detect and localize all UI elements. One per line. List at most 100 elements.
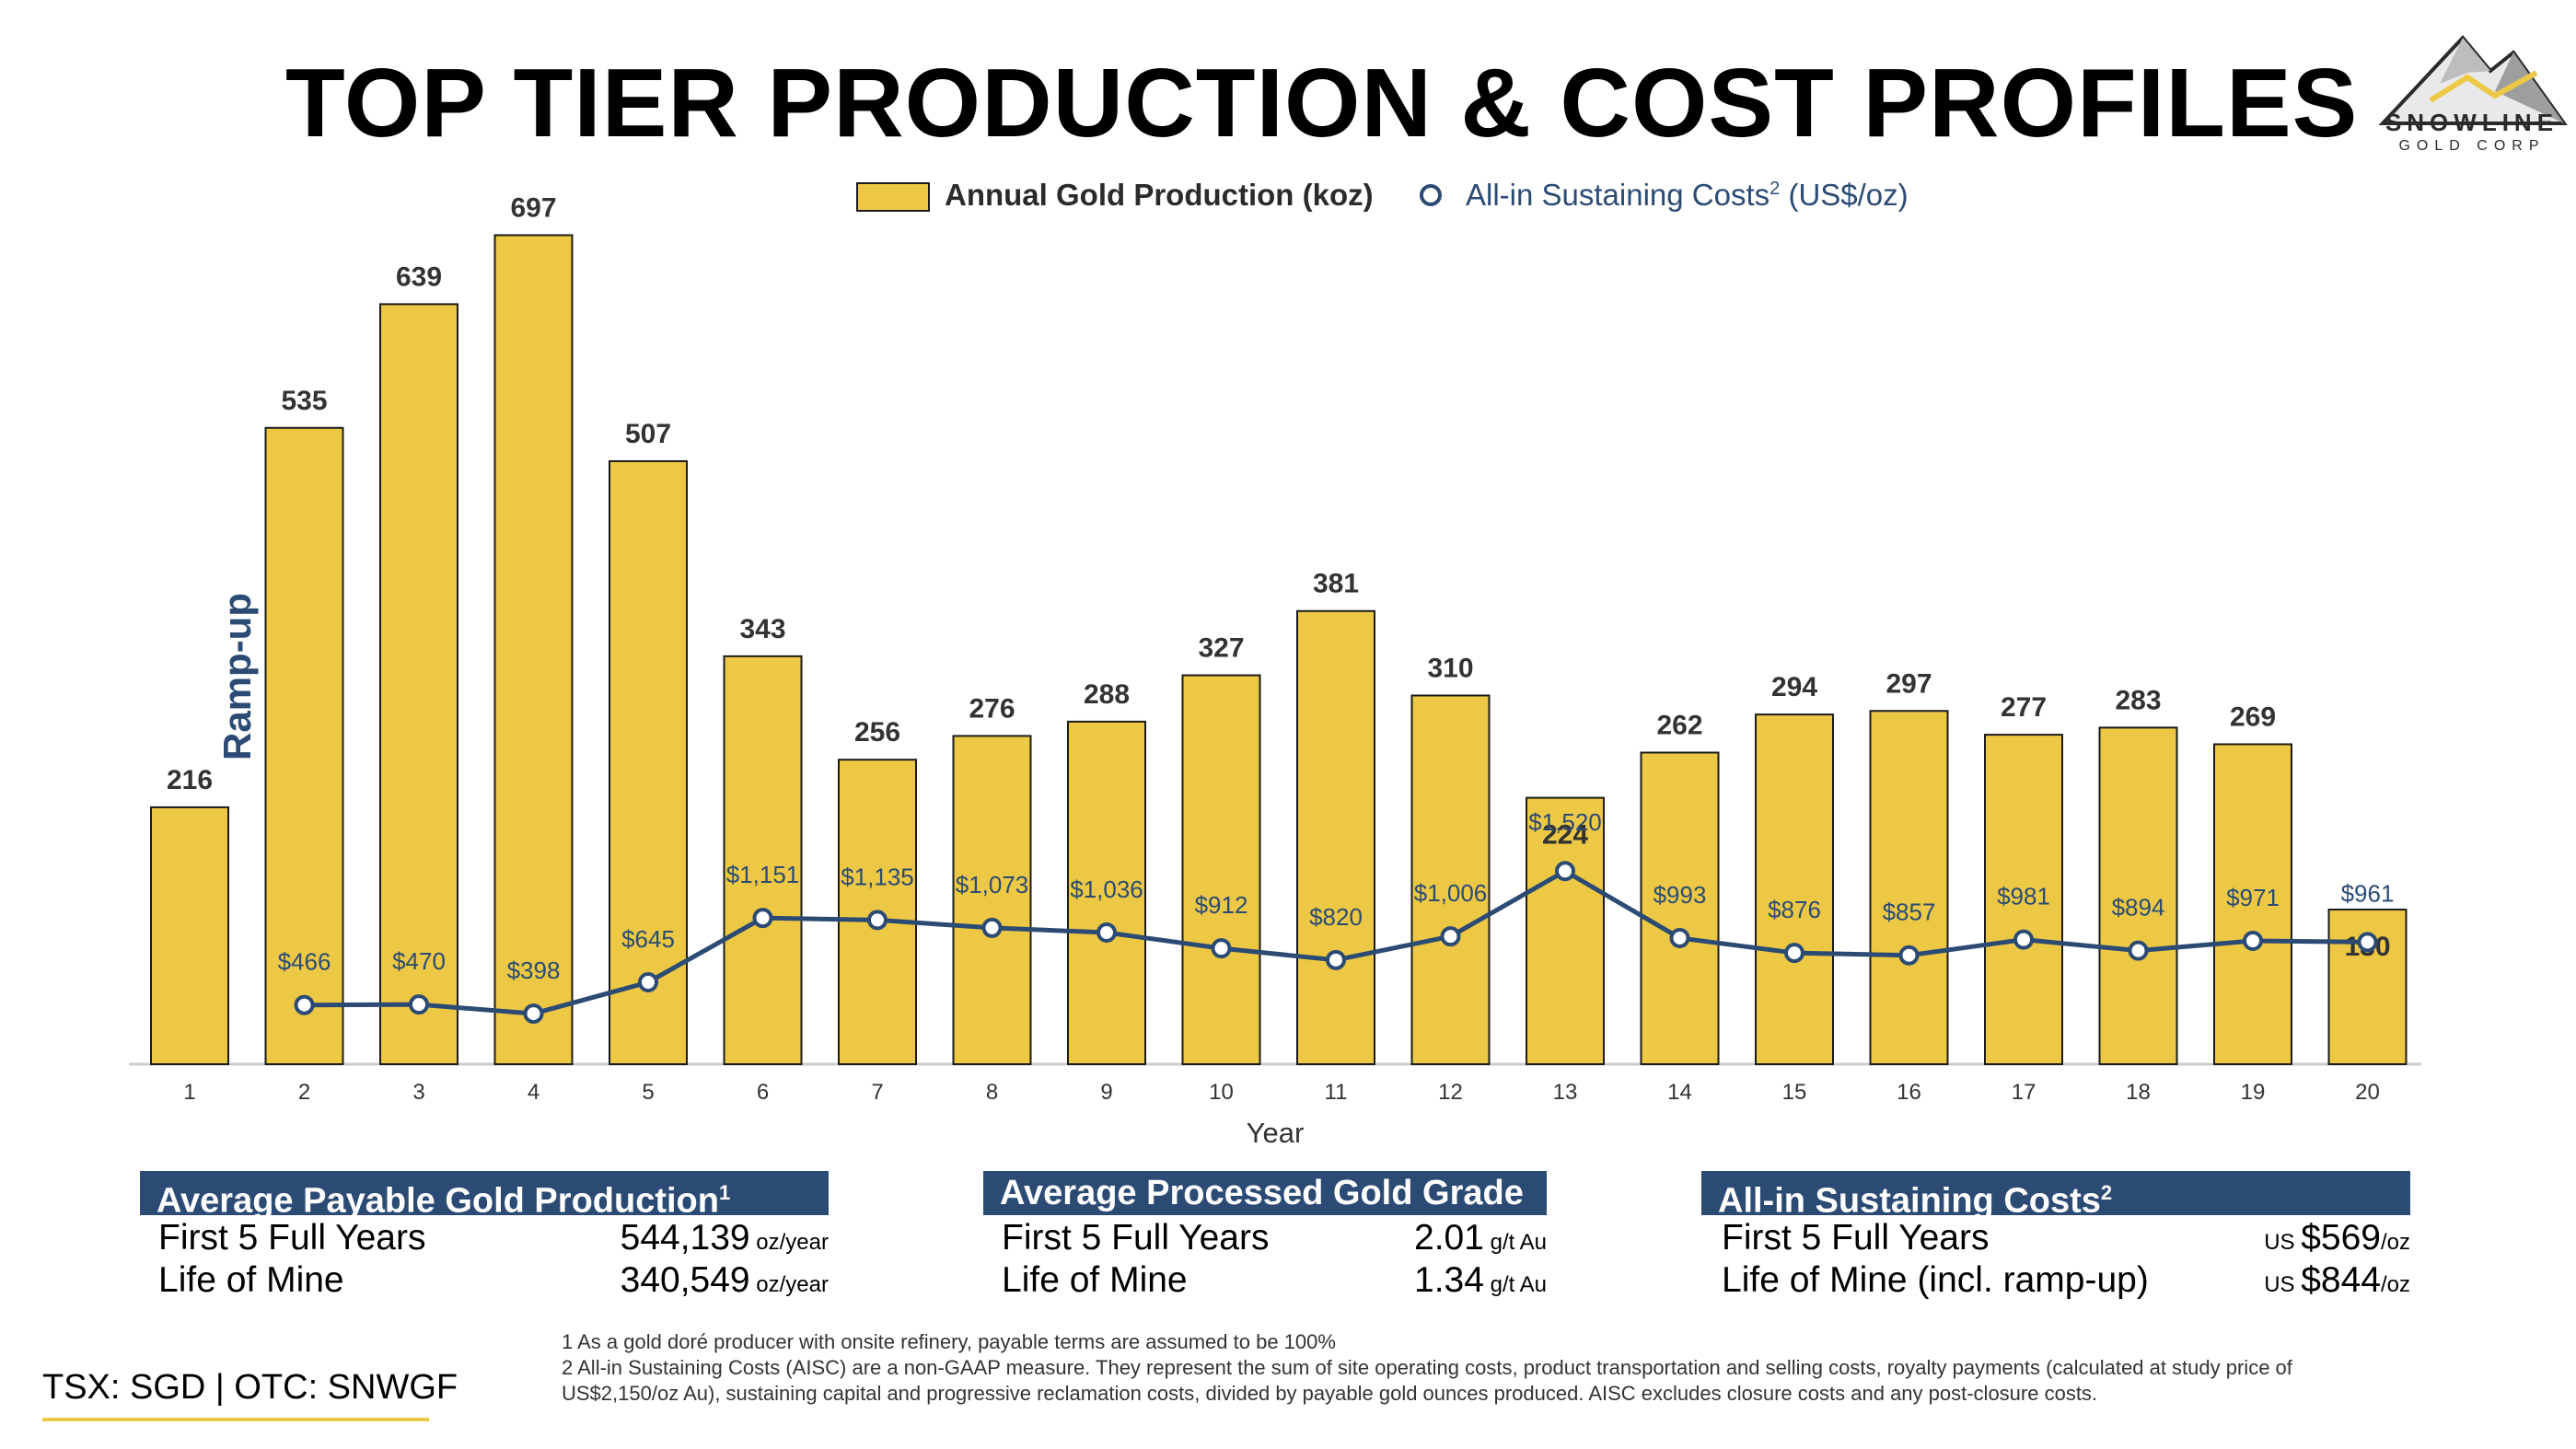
aisc-label-year-12: $1,006 xyxy=(1414,879,1488,907)
logo-subtitle: GOLD CORP xyxy=(2398,138,2546,154)
bar-year-16 xyxy=(1869,710,1949,1065)
aisc-point-year-20 xyxy=(2357,932,2378,953)
ramp-up-label: Ramp-up xyxy=(215,593,259,760)
stat-grade-row1-value: 2.01 g/t Au xyxy=(1414,1218,1547,1258)
bar-year-8 xyxy=(952,735,1032,1066)
legend-line-label: All-in Sustaining Costs2 (US$/oz) xyxy=(1466,178,1909,212)
bar-year-11 xyxy=(1296,609,1375,1065)
bar-year-13 xyxy=(1526,796,1605,1065)
aisc-label-year-5: $645 xyxy=(621,925,675,953)
bar-label-year-13: 224 xyxy=(1542,820,1588,851)
bar-label-year-6: 343 xyxy=(739,614,785,644)
x-tick-4: 4 xyxy=(528,1080,540,1105)
stat-aisc-row2-label: Life of Mine (incl. ramp-up) xyxy=(1722,1260,2149,1300)
aisc-point-year-11 xyxy=(1326,949,1346,970)
aisc-label-year-3: $470 xyxy=(392,947,446,975)
legend-bar-label: Annual Gold Production (koz) xyxy=(945,178,1374,212)
x-tick-12: 12 xyxy=(1438,1080,1463,1105)
x-tick-9: 9 xyxy=(1100,1080,1112,1105)
aisc-label-year-10: $912 xyxy=(1195,891,1248,919)
bar-label-year-15: 294 xyxy=(1771,672,1817,702)
aisc-point-year-8 xyxy=(981,917,1003,938)
x-axis-title: Year xyxy=(1246,1117,1305,1149)
footnote-1: 1 As a gold doré producer with onsite re… xyxy=(562,1330,1336,1353)
bar-year-1 xyxy=(150,806,229,1065)
bar-year-10 xyxy=(1181,674,1261,1065)
x-tick-8: 8 xyxy=(986,1080,998,1105)
stat-heading-production: Average Payable Gold Production1 xyxy=(140,1171,829,1221)
bar-label-year-2: 535 xyxy=(281,386,327,416)
x-tick-2: 2 xyxy=(298,1080,310,1105)
stat-grade-row2-label: Life of Mine xyxy=(1002,1260,1188,1300)
bar-label-year-19: 269 xyxy=(2230,701,2276,732)
x-tick-11: 11 xyxy=(1325,1080,1348,1105)
stat-production-row2-value: 340,549 oz/year xyxy=(620,1260,829,1300)
stat-production-row1-label: First 5 Full Years xyxy=(158,1218,426,1258)
bar-year-3 xyxy=(379,303,458,1065)
x-tick-7: 7 xyxy=(871,1080,883,1105)
bar-year-19 xyxy=(2213,743,2292,1066)
x-tick-18: 18 xyxy=(2126,1080,2151,1105)
aisc-label-year-17: $981 xyxy=(1997,883,2050,910)
aisc-label-year-15: $876 xyxy=(1768,896,1821,923)
bar-label-year-1: 216 xyxy=(167,765,213,795)
bar-year-15 xyxy=(1755,713,1834,1065)
aisc-point-year-2 xyxy=(294,994,315,1015)
x-tick-5: 5 xyxy=(642,1080,654,1105)
aisc-point-year-9 xyxy=(1097,922,1117,944)
stat-production-row2-label: Life of Mine xyxy=(158,1260,344,1300)
aisc-point-year-5 xyxy=(638,971,658,992)
aisc-label-year-2: $466 xyxy=(278,948,331,976)
x-tick-14: 14 xyxy=(1667,1080,1692,1105)
bar-label-year-10: 327 xyxy=(1198,633,1244,664)
bar-label-year-11: 381 xyxy=(1313,569,1359,599)
footnote-2: 2 All-in Sustaining Costs (AISC) are a n… xyxy=(562,1356,2292,1405)
aisc-label-year-13: $1,520 xyxy=(1528,808,1602,836)
bar-year-5 xyxy=(609,459,688,1065)
aisc-label-year-4: $398 xyxy=(507,956,561,984)
aisc-label-year-16: $857 xyxy=(1883,898,1936,926)
aisc-point-year-15 xyxy=(1784,943,1804,964)
aisc-point-year-10 xyxy=(1211,938,1232,959)
stat-grade-row1-label: First 5 Full Years xyxy=(1002,1218,1270,1258)
bar-label-year-18: 283 xyxy=(2115,685,2161,715)
bar-label-year-5: 507 xyxy=(625,419,671,449)
aisc-point-year-13 xyxy=(1555,861,1575,882)
bar-year-17 xyxy=(1984,734,2063,1066)
x-tick-20: 20 xyxy=(2355,1080,2380,1105)
bar-year-18 xyxy=(2098,726,2178,1065)
bar-label-year-8: 276 xyxy=(969,693,1015,724)
aisc-label-year-9: $1,036 xyxy=(1070,875,1143,903)
bar-year-6 xyxy=(723,655,803,1065)
aisc-point-year-7 xyxy=(867,910,888,931)
aisc-point-year-16 xyxy=(1898,945,1920,966)
aisc-label-year-18: $894 xyxy=(2112,894,2165,922)
aisc-point-year-4 xyxy=(523,1003,544,1025)
aisc-label-year-20: $961 xyxy=(2341,879,2395,907)
aisc-label-year-6: $1,151 xyxy=(726,861,800,888)
x-tick-1: 1 xyxy=(183,1080,195,1105)
x-tick-13: 13 xyxy=(1553,1080,1578,1105)
bar-label-year-14: 262 xyxy=(1656,710,1702,740)
aisc-point-year-18 xyxy=(2128,940,2149,961)
bar-label-year-12: 310 xyxy=(1427,653,1473,683)
aisc-label-year-8: $1,073 xyxy=(956,871,1029,898)
x-tick-19: 19 xyxy=(2241,1080,2266,1105)
bar-label-year-16: 297 xyxy=(1886,668,1932,699)
ticker-symbols: TSX: SGD | OTC: SNWGF xyxy=(42,1368,458,1407)
legend-bar-swatch xyxy=(856,182,930,212)
bar-label-year-17: 277 xyxy=(2001,692,2047,723)
aisc-label-year-7: $1,135 xyxy=(841,863,914,890)
x-tick-16: 16 xyxy=(1897,1080,1921,1105)
x-tick-6: 6 xyxy=(757,1080,769,1105)
bar-year-4 xyxy=(493,234,574,1065)
logo-mountain-icon xyxy=(2378,34,2568,125)
bar-label-year-4: 697 xyxy=(510,192,556,223)
stat-aisc-row2-value: US $844/oz xyxy=(2264,1260,2410,1300)
aisc-point-year-14 xyxy=(1669,927,1690,948)
x-tick-15: 15 xyxy=(1782,1080,1807,1105)
aisc-point-year-3 xyxy=(409,994,429,1015)
aisc-point-year-12 xyxy=(1440,926,1461,947)
aisc-point-year-6 xyxy=(752,908,773,929)
footnotes: 1 As a gold doré producer with onsite re… xyxy=(562,1329,2403,1407)
